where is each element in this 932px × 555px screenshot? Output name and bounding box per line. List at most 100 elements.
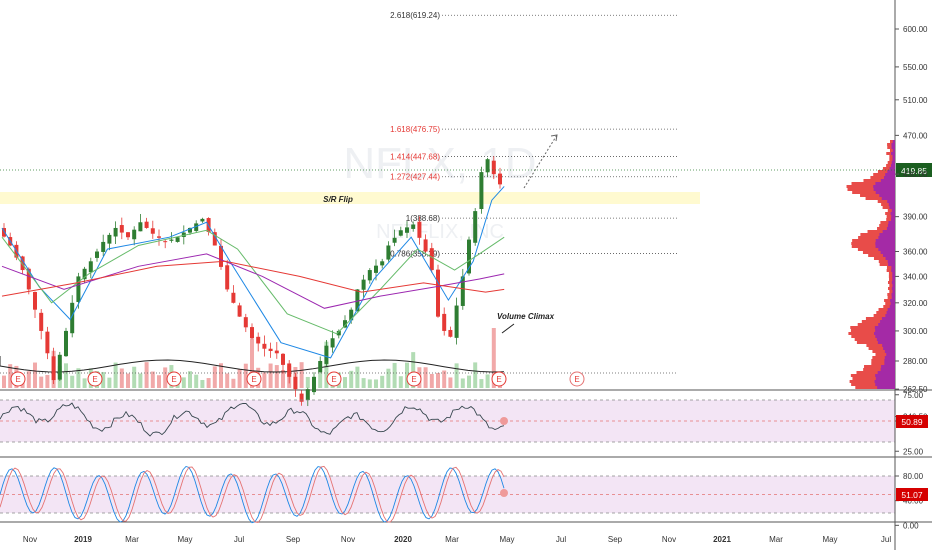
volume-bar [82, 378, 87, 388]
candle-body [479, 172, 484, 210]
candle-body [20, 256, 25, 271]
volume-bar [101, 372, 106, 388]
sr-flip-zone [0, 192, 700, 204]
volume-climax-arrow [501, 323, 515, 334]
candle-body [429, 248, 434, 271]
sr-flip-label: S/R Flip [323, 195, 353, 204]
candle-body [374, 265, 378, 273]
volume-bar [423, 367, 428, 388]
candle-body [411, 224, 416, 229]
candle-body [274, 350, 279, 354]
volume-profile-bar [860, 194, 895, 197]
volume-profile-bar [886, 215, 895, 218]
volume-profile-bar [863, 368, 895, 371]
volume-profile-bar [886, 269, 895, 272]
stoch-tick-label: 80.00 [903, 472, 924, 481]
candle-body [250, 327, 254, 339]
x-tick-label: May [499, 535, 514, 544]
earnings-marker[interactable]: E [10, 371, 26, 387]
candle-body [268, 348, 273, 351]
volume-profile-bar [866, 344, 895, 347]
earnings-marker[interactable]: E [87, 371, 103, 387]
candles [2, 156, 502, 407]
volume-profile-bar [862, 251, 895, 254]
earnings-marker[interactable]: E [406, 371, 422, 387]
fib-label: 1.618(476.75) [390, 125, 440, 134]
volume-bar [262, 372, 267, 388]
volume-profile-bar [889, 158, 895, 161]
volume-bar [491, 328, 496, 388]
x-tick-label: Nov [662, 535, 676, 544]
volume-profile-bar [852, 239, 895, 242]
volume-profile-bar [877, 227, 895, 230]
rsi-value-badge [896, 415, 928, 428]
volume-profile [846, 140, 895, 389]
candle-body [436, 269, 440, 317]
candle-body [498, 173, 502, 185]
stoch-tick-label: 40.00 [903, 497, 924, 506]
volume-bar [225, 373, 230, 388]
candle-body [76, 276, 81, 302]
earnings-marker[interactable]: E [166, 371, 182, 387]
x-axis: Nov 2019 Mar May Jul Sep Nov 2020 Mar May Jul Sep No… [23, 535, 891, 544]
volume-bar [188, 371, 192, 388]
svg-text:E: E [251, 375, 256, 384]
candle-body [45, 331, 50, 354]
volume-profile-bar [854, 338, 895, 341]
volume-bar [150, 371, 155, 388]
volume-bar [107, 377, 112, 388]
fib-label: 2.618(619.24) [390, 11, 440, 20]
earnings-marker[interactable]: E [326, 371, 342, 387]
volume-profile-bar [867, 230, 895, 233]
volume-bar [436, 372, 440, 388]
volume-bar [343, 377, 347, 388]
svg-text:E: E [331, 375, 336, 384]
volume-bar [157, 375, 161, 388]
volume-profile-bar [856, 341, 895, 344]
volume-profile-bar [889, 155, 895, 158]
volume-profile-bar [855, 386, 895, 389]
volume-bar [163, 367, 168, 388]
x-tick-label: 2019 [74, 535, 92, 544]
earnings-marker[interactable]: E [246, 371, 262, 387]
candle-body [460, 276, 465, 306]
volume-bar [380, 375, 385, 388]
volume-profile-bar [850, 326, 895, 329]
volume-profile-bar [882, 167, 895, 170]
x-tick-label: May [822, 535, 837, 544]
watermark-title: NFLX, 1D [343, 139, 536, 188]
svg-text:E: E [15, 375, 20, 384]
x-tick-label: Mar [769, 535, 783, 544]
candle-body [188, 227, 192, 233]
volume-profile-bar [873, 173, 895, 176]
volume-profile-bar [889, 290, 895, 293]
earnings-marker[interactable]: E [569, 371, 585, 387]
volume-profile-bar [886, 266, 895, 269]
volume-profile-bar [851, 245, 895, 248]
candle-body [237, 305, 242, 317]
volume-profile-bar [864, 365, 895, 368]
volume-profile-bar [871, 362, 895, 365]
volume-profile-bar [872, 350, 895, 353]
candle-body [398, 230, 403, 236]
volume-profile-bar [852, 191, 895, 194]
volume-profile-bar [849, 380, 895, 383]
fib-label: 1.414(447.68) [390, 153, 440, 162]
y-tick-label: 600.00 [903, 25, 928, 34]
rsi-tick-label: 75.00 [903, 391, 924, 400]
volume-bar [33, 362, 37, 388]
volume-profile-bar [887, 161, 895, 164]
candle-body [194, 223, 199, 231]
candle-body [312, 376, 316, 393]
svg-text:E: E [92, 375, 97, 384]
y-tick-label: 430.00 [903, 170, 928, 179]
earnings-marker[interactable]: E [491, 371, 507, 387]
candle-body [181, 232, 186, 237]
candle-body [200, 218, 205, 222]
volume-bar [144, 362, 149, 388]
volume-profile-bar [889, 149, 895, 152]
volume-bar [76, 368, 81, 388]
volume-bar [361, 378, 366, 388]
y-tick-label: 470.00 [903, 131, 928, 140]
